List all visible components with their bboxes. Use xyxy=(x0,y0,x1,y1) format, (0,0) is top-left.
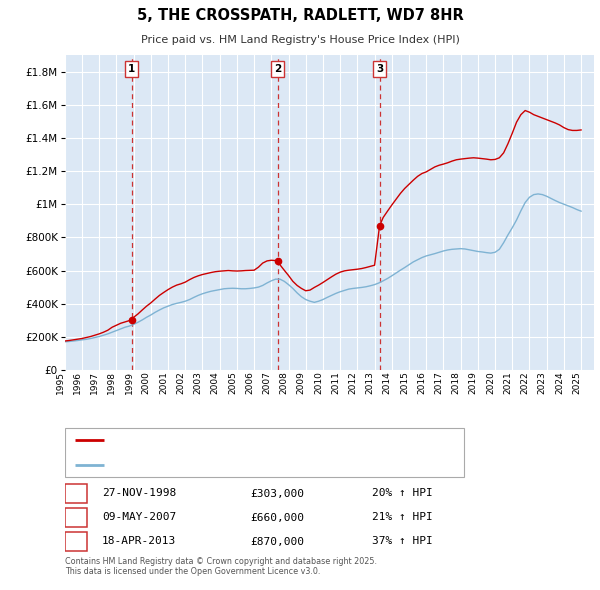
Text: 5, THE CROSSPATH, RADLETT, WD7 8HR: 5, THE CROSSPATH, RADLETT, WD7 8HR xyxy=(137,8,463,23)
Text: 20% ↑ HPI: 20% ↑ HPI xyxy=(372,489,433,499)
Text: 1998: 1998 xyxy=(107,371,116,394)
Text: £660,000: £660,000 xyxy=(250,513,304,523)
FancyBboxPatch shape xyxy=(65,508,87,527)
Text: Price paid vs. HM Land Registry's House Price Index (HPI): Price paid vs. HM Land Registry's House … xyxy=(140,35,460,45)
Text: 27-NOV-1998: 27-NOV-1998 xyxy=(102,489,176,499)
Text: 1997: 1997 xyxy=(90,371,99,394)
Text: £303,000: £303,000 xyxy=(250,489,304,499)
Text: 21% ↑ HPI: 21% ↑ HPI xyxy=(372,513,433,523)
Text: 2012: 2012 xyxy=(349,371,358,394)
Text: 2: 2 xyxy=(72,513,80,523)
Text: 1999: 1999 xyxy=(125,371,134,394)
Text: 2003: 2003 xyxy=(193,371,202,394)
FancyBboxPatch shape xyxy=(65,428,464,477)
Text: 2004: 2004 xyxy=(211,371,220,394)
Text: 2022: 2022 xyxy=(520,371,529,394)
Text: £870,000: £870,000 xyxy=(250,536,304,546)
Text: 1: 1 xyxy=(128,64,136,74)
Text: 2005: 2005 xyxy=(228,371,237,394)
FancyBboxPatch shape xyxy=(65,532,87,551)
Text: 2015: 2015 xyxy=(400,371,409,394)
FancyBboxPatch shape xyxy=(65,484,87,503)
Text: 2006: 2006 xyxy=(245,371,254,394)
Text: 2021: 2021 xyxy=(503,371,512,394)
Text: 2013: 2013 xyxy=(365,371,374,394)
Text: 2019: 2019 xyxy=(469,371,478,394)
Text: 18-APR-2013: 18-APR-2013 xyxy=(102,536,176,546)
Text: 2008: 2008 xyxy=(280,371,289,394)
Text: 1: 1 xyxy=(72,489,80,499)
Text: 2000: 2000 xyxy=(142,371,151,394)
Text: 2023: 2023 xyxy=(538,371,547,394)
Text: 2011: 2011 xyxy=(331,371,340,394)
Text: 1995: 1995 xyxy=(56,371,65,394)
Text: 3: 3 xyxy=(72,536,80,546)
Text: 2002: 2002 xyxy=(176,371,185,394)
Text: 37% ↑ HPI: 37% ↑ HPI xyxy=(372,536,433,546)
Text: 2025: 2025 xyxy=(572,371,581,394)
Text: 3: 3 xyxy=(376,64,383,74)
Text: 2024: 2024 xyxy=(555,371,564,394)
Text: 2020: 2020 xyxy=(486,371,495,394)
Text: 2009: 2009 xyxy=(297,371,306,394)
Text: 09-MAY-2007: 09-MAY-2007 xyxy=(102,513,176,523)
Text: HPI: Average price, detached house, Hertsmere: HPI: Average price, detached house, Hert… xyxy=(110,460,342,470)
Text: 2016: 2016 xyxy=(417,371,426,394)
Text: 2001: 2001 xyxy=(159,371,168,394)
Text: 1996: 1996 xyxy=(73,371,82,394)
Text: 2: 2 xyxy=(274,64,281,74)
Text: 2014: 2014 xyxy=(383,371,392,394)
Text: Contains HM Land Registry data © Crown copyright and database right 2025.
This d: Contains HM Land Registry data © Crown c… xyxy=(65,557,377,576)
Text: 5, THE CROSSPATH, RADLETT, WD7 8HR (detached house): 5, THE CROSSPATH, RADLETT, WD7 8HR (deta… xyxy=(110,435,395,445)
Text: 2018: 2018 xyxy=(452,371,461,394)
Text: 2017: 2017 xyxy=(434,371,443,394)
Text: 2007: 2007 xyxy=(262,371,271,394)
Text: 2010: 2010 xyxy=(314,371,323,394)
